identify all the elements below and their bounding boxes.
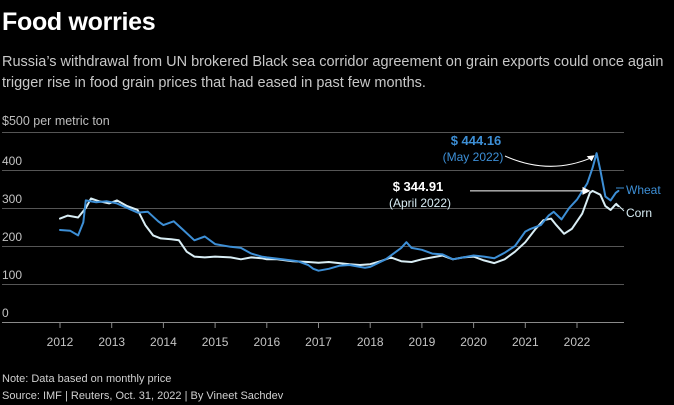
y-tick-label-200: 200 xyxy=(2,230,22,244)
chart-source: Source: IMF | Reuters, Oct. 31, 2022 | B… xyxy=(2,390,284,402)
annotation-wheat-arrowhead xyxy=(586,155,595,162)
x-tick-label-2022: 2022 xyxy=(564,335,591,349)
x-axis: 2012 2013 2014 2015 2016 2017 2018 2019 2020 2021… xyxy=(2,322,624,349)
annotations: Wheat Corn $ 444.16 (May 2022) $ 344.91 (Apri… xyxy=(389,133,661,220)
x-tick-label-2013: 2013 xyxy=(98,335,125,349)
y-tick-label-100: 100 xyxy=(2,268,22,282)
series-line-corn xyxy=(59,189,620,266)
gridlines xyxy=(2,132,624,323)
x-tick-label-2020: 2020 xyxy=(460,335,487,349)
y-tick-label-300: 300 xyxy=(2,192,22,206)
series-lines xyxy=(59,152,620,272)
x-tick-label-2016: 2016 xyxy=(253,335,280,349)
x-tick-label-2019: 2019 xyxy=(409,335,436,349)
y-tick-label-400: 400 xyxy=(2,154,22,168)
x-tick-label-2021: 2021 xyxy=(512,335,539,349)
chart-note: Note: Data based on monthly price xyxy=(2,373,172,385)
y-tick-label-0: 0 xyxy=(2,306,9,320)
chart-subtitle: Russia’s withdrawal from UN brokered Bla… xyxy=(2,54,664,91)
y-tick-labels: 0 100 200 300 400 xyxy=(2,154,22,320)
annotation-wheat-value: $ 444.16 xyxy=(451,133,502,148)
x-tick-label-2015: 2015 xyxy=(202,335,229,349)
annotation-wheat-arrow xyxy=(504,155,593,167)
annotation-corn-date: (April 2022) xyxy=(389,196,451,210)
annotation-wheat-date: (May 2022) xyxy=(443,150,504,164)
series-label-corn: Corn xyxy=(626,206,652,220)
annotation-corn-arrowhead xyxy=(582,186,591,195)
y-axis-unit-label: $500 per metric ton xyxy=(2,114,110,128)
chart-title: Food worries xyxy=(2,8,156,36)
x-tick-label-2017: 2017 xyxy=(305,335,332,349)
series-line-wheat xyxy=(59,152,620,272)
annotation-corn-value: $ 344.91 xyxy=(393,179,444,194)
x-tick-label-2012: 2012 xyxy=(47,335,74,349)
x-tick-label-2014: 2014 xyxy=(150,335,177,349)
x-tick-label-2018: 2018 xyxy=(357,335,384,349)
series-label-wheat: Wheat xyxy=(626,183,661,197)
series-label-leader-corn xyxy=(615,202,625,212)
